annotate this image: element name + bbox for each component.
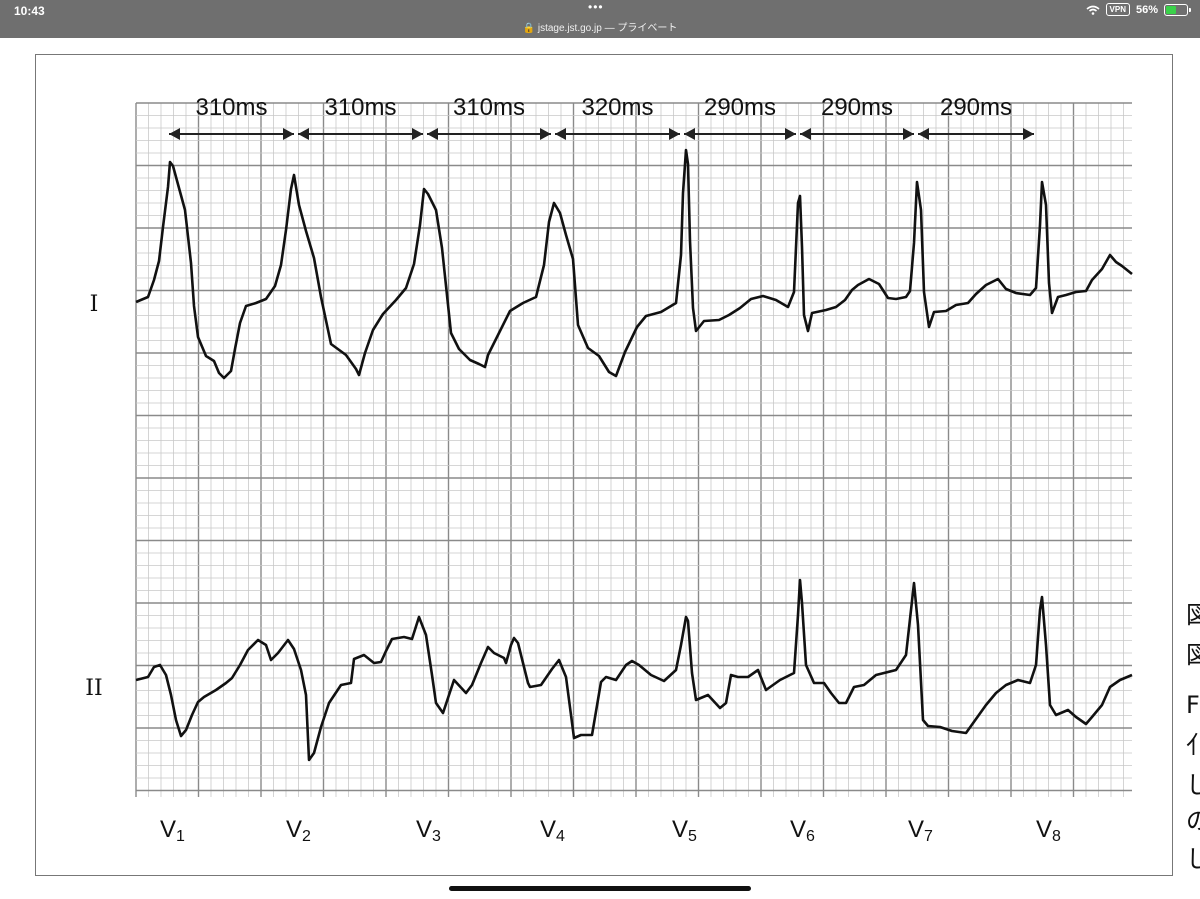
- arrow-head: [903, 128, 914, 140]
- lock-icon: 🔒: [522, 23, 536, 34]
- ecg-chart: 310ms 310ms 310ms 320ms 290ms 290ms 290ms IIIV…: [85, 94, 1133, 845]
- battery-icon: [1164, 3, 1191, 16]
- side-text-3: F: [1186, 691, 1200, 719]
- arrow-head: [785, 128, 796, 140]
- side-text-4: 亻: [1186, 731, 1200, 759]
- beat-label: V2: [286, 816, 311, 845]
- status-indicators: VPN 56%: [1086, 3, 1191, 16]
- interval-arrows: 310ms 310ms 310ms 320ms 290ms 290ms 290ms: [169, 94, 1034, 140]
- interval-label: 310ms: [324, 94, 396, 121]
- arrow-head: [540, 128, 551, 140]
- vpn-badge: VPN: [1105, 3, 1130, 16]
- beat-label: V5: [672, 816, 697, 845]
- arrow-head: [283, 128, 294, 140]
- side-text-5: し: [1186, 771, 1200, 799]
- side-text-2: 図: [1186, 641, 1200, 669]
- arrow-head: [669, 128, 680, 140]
- tab-menu-dots[interactable]: •••: [588, 0, 604, 14]
- side-text-1: 図: [1186, 601, 1200, 629]
- arrow-head: [298, 128, 309, 140]
- arrow-head: [800, 128, 811, 140]
- ecg-trace-lead-2: [135, 578, 1133, 762]
- battery-fill: [1166, 5, 1177, 14]
- battery-percent: 56%: [1135, 3, 1158, 16]
- arrow-head: [684, 128, 695, 140]
- arrow-head: [555, 128, 566, 140]
- address-bar[interactable]: 🔒 jstage.jst.go.jp — プライベート: [0, 19, 1200, 34]
- url-text: jstage.jst.go.jp — プライベート: [537, 23, 678, 34]
- beat-label: V4: [540, 816, 565, 845]
- arrow-head: [427, 128, 438, 140]
- arrow-head: [169, 128, 180, 140]
- interval-label: 320ms: [581, 94, 653, 121]
- interval-label: 290ms: [821, 94, 893, 121]
- side-text-7: し: [1186, 845, 1200, 873]
- interval-label: 290ms: [940, 94, 1012, 121]
- ecg-grid: [135, 102, 1132, 797]
- beat-label: V6: [790, 816, 815, 845]
- ecg-trace-lead-1: [135, 148, 1133, 380]
- lead-label: II: [85, 676, 102, 701]
- status-bar: 10:43 ••• 🔒 jstage.jst.go.jp — プライベート VP…: [0, 0, 1200, 38]
- beat-label: V8: [1036, 816, 1061, 845]
- interval-label: 310ms: [195, 94, 267, 121]
- arrow-head: [918, 128, 929, 140]
- beat-label: V3: [416, 816, 441, 845]
- lead-label: I: [90, 292, 99, 317]
- beat-label: V1: [160, 816, 185, 845]
- interval-label: 290ms: [704, 94, 776, 121]
- arrow-head: [1023, 128, 1034, 140]
- arrow-head: [412, 128, 423, 140]
- status-time: 10:43: [14, 4, 45, 18]
- interval-label: 310ms: [453, 94, 525, 121]
- beat-label: V7: [908, 816, 933, 845]
- side-text-6: の: [1186, 807, 1200, 835]
- wifi-icon: [1086, 5, 1100, 15]
- home-indicator[interactable]: [449, 886, 751, 891]
- ecg-figure: 310ms 310ms 310ms 320ms 290ms 290ms 290ms I II V…: [35, 54, 1173, 876]
